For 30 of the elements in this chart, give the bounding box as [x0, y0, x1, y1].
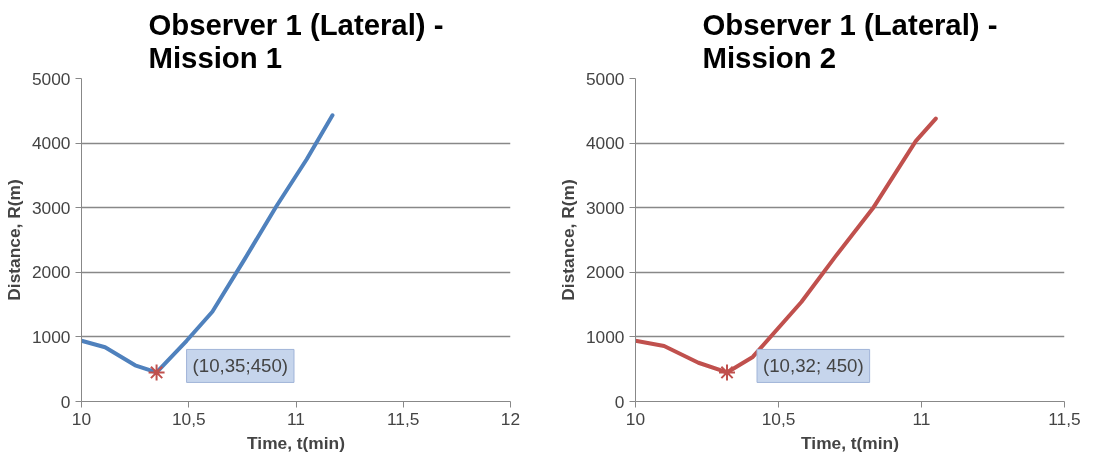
y-axis-title: Distance, R(m) [557, 179, 578, 301]
y-tick-label: 5000 [585, 68, 625, 89]
chart-title: Observer 1 (Lateral) - Mission 2 [702, 7, 998, 74]
y-tick-label: 2000 [585, 262, 625, 283]
x-tick-label: 11,5 [387, 408, 420, 429]
y-tick-label: 3000 [585, 197, 625, 218]
y-tick-label: 1000 [31, 326, 71, 347]
x-axis-title: Time, t(min) [801, 432, 899, 453]
x-tick-label: 10,5 [761, 408, 796, 429]
x-tick-label: 10 [625, 408, 646, 429]
x-axis-title: Time, t(min) [247, 432, 345, 453]
x-tick-label: 12 [500, 408, 521, 429]
line-series [81, 113, 335, 375]
annotation: (10,32; 450) [763, 355, 864, 377]
x-tick-label: 10,5 [171, 408, 206, 429]
annotation: (10,35;450) [192, 355, 289, 377]
y-tick-label: 1000 [585, 326, 625, 347]
y-tick-label: 3000 [31, 197, 71, 218]
y-tick-label: 4000 [585, 133, 625, 154]
y-axis-title: Distance, R(m) [3, 179, 24, 301]
x-tick-label: 11 [287, 408, 306, 429]
y-tick-label: 4000 [31, 133, 71, 154]
x-tick-label: 11,5 [1048, 408, 1081, 429]
chart-title: Observer 1 (Lateral) - Mission 1 [148, 7, 444, 74]
y-tick-label: 2000 [31, 262, 71, 283]
y-tick-label: 5000 [31, 68, 71, 89]
y-tick-label: 0 [614, 391, 625, 412]
x-tick-label: 10 [71, 408, 92, 429]
y-tick-label: 0 [60, 391, 71, 412]
x-tick-label: 11 [912, 408, 931, 429]
